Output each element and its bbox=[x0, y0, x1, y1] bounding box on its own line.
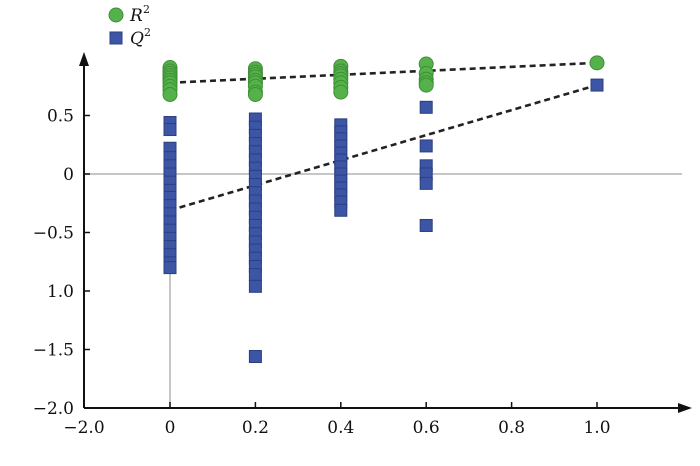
q2-point bbox=[419, 139, 433, 153]
y-tick-label: 0 bbox=[63, 165, 74, 185]
axes: −2.0 0 0.2 0.4 0.6 0.8 1.0 0.5 0 −0.5 1.0 −1.5 −2.0 bbox=[33, 52, 692, 438]
q2-point bbox=[248, 350, 262, 364]
x-tick-label: −2.0 bbox=[63, 418, 104, 438]
q2-point bbox=[419, 218, 433, 232]
legend-q2-marker bbox=[109, 31, 123, 45]
y-tick-label: −0.5 bbox=[33, 224, 74, 244]
trend-line-r2 bbox=[169, 61, 598, 85]
q2-point bbox=[590, 78, 604, 92]
legend-q2-label: Q bbox=[130, 29, 144, 49]
q2-point bbox=[163, 261, 177, 275]
q2-point bbox=[248, 279, 262, 293]
trend-lines bbox=[169, 61, 598, 212]
y-tick-label: 0.5 bbox=[47, 107, 74, 127]
legend-r2-marker bbox=[108, 7, 124, 23]
y-axis-arrow bbox=[79, 52, 89, 66]
legend-q2-superscript: 2 bbox=[144, 26, 151, 39]
x-tick-label: 0 bbox=[165, 418, 176, 438]
q2-point bbox=[419, 176, 433, 190]
q2-point bbox=[419, 100, 433, 114]
q2-series bbox=[163, 78, 604, 364]
r2-point bbox=[418, 77, 434, 93]
trend-line-q2 bbox=[169, 83, 598, 212]
q2-point bbox=[163, 123, 177, 137]
q2-point bbox=[248, 268, 262, 282]
x-axis-arrow bbox=[678, 403, 692, 413]
x-tick-label: 0.4 bbox=[327, 418, 354, 438]
x-tick-label: 1.0 bbox=[583, 418, 610, 438]
x-tick-label: 0.6 bbox=[413, 418, 440, 438]
legend-r2-superscript: 2 bbox=[143, 3, 150, 16]
r2-series bbox=[162, 55, 605, 102]
y-tick-label: 1.0 bbox=[47, 282, 74, 302]
r2-point bbox=[162, 86, 178, 102]
r2-point bbox=[589, 55, 605, 71]
q2-point bbox=[334, 203, 348, 217]
r2-point bbox=[333, 84, 349, 100]
r2-point bbox=[247, 86, 263, 102]
y-tick-label: −1.5 bbox=[33, 341, 74, 361]
legend: R 2Q 2 bbox=[108, 3, 151, 49]
x-tick-label: 0.8 bbox=[498, 418, 525, 438]
y-tick-label: −2.0 bbox=[33, 399, 74, 419]
x-tick-label: 0.2 bbox=[242, 418, 269, 438]
legend-r2-label: R bbox=[129, 6, 143, 26]
